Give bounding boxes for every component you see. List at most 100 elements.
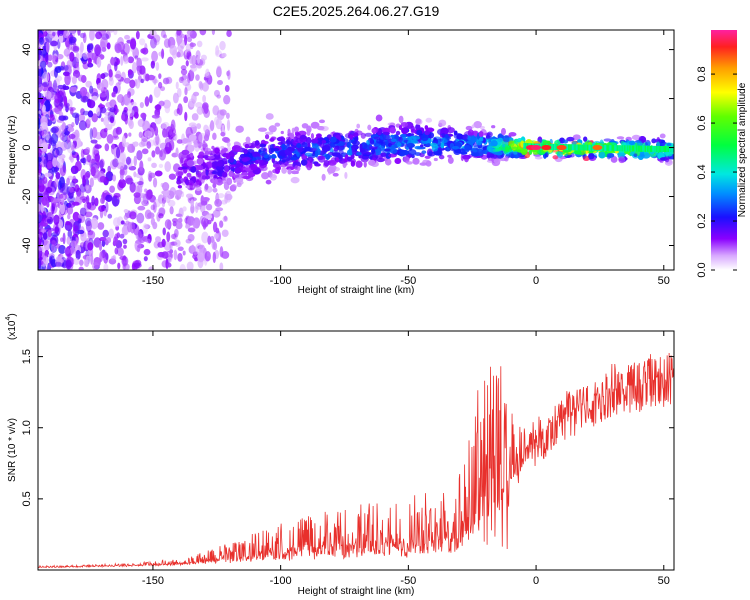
spectrogram-cell: [138, 131, 143, 138]
spectrogram-cell: [629, 145, 632, 152]
spectrogram-cell: [82, 110, 90, 116]
spectrogram-cell: [143, 256, 148, 262]
spectrogram-cell: [228, 170, 234, 177]
spectrogram-cell: [182, 206, 187, 212]
spectrogram-cell: [221, 229, 229, 237]
spectrogram-cell: [390, 134, 395, 138]
spectrogram-cell: [300, 134, 307, 140]
spectrogram-cell: [176, 179, 182, 185]
spectrogram-cell: [226, 70, 230, 77]
spectrogram-cell: [482, 137, 486, 144]
spectrogram-cell: [323, 159, 330, 167]
spectrogram-cell: [235, 177, 244, 183]
spectrogram-cell: [158, 148, 167, 161]
spectrogram-cell: [306, 125, 312, 133]
spectrogram-cell: [191, 244, 195, 255]
snr-x-tick-label: -100: [270, 575, 292, 587]
spectrogram-cell: [108, 228, 115, 239]
spectrogram-cell: [346, 141, 351, 148]
spectrogram-cell: [139, 234, 146, 244]
spectrogram-cell: [265, 113, 274, 120]
spectrogram-cell: [158, 213, 164, 219]
spectrogram-cell: [100, 73, 106, 80]
spectrogram-cell: [644, 145, 647, 152]
spectrogram-cell: [150, 60, 155, 69]
spectrogram-cell: [615, 145, 618, 152]
spectrogram-cell: [118, 178, 127, 189]
spectrogram-cell: [120, 55, 124, 66]
colorbar-tick-label: 0.6: [696, 115, 708, 130]
spectrogram-cell: [164, 137, 171, 145]
spectrogram-cell: [441, 132, 446, 138]
spectrogram-cell: [245, 167, 252, 172]
spectrogram-cell: [602, 144, 605, 151]
spectrogram-cell: [89, 128, 93, 140]
spectrogram-cell: [69, 51, 75, 62]
spectrogram-cell: [66, 59, 74, 69]
spectrogram-cell: [670, 146, 673, 153]
spectrogram-cell: [433, 137, 437, 142]
spectrogram-cell: [212, 221, 218, 233]
spectrogram-cell: [133, 262, 142, 269]
spectrogram-cell: [87, 57, 92, 65]
spectrogram-cell: [119, 151, 127, 162]
spectrogram-cell: [403, 156, 410, 163]
spectrogram-cell: [67, 213, 71, 220]
spectrogram-cell: [109, 116, 115, 124]
spectrogram-cell: [186, 261, 194, 270]
spectrogram-cell: [652, 145, 655, 152]
spectrogram-cell: [90, 217, 99, 230]
spectrogram-cell: [219, 109, 227, 116]
spectrogram-cell: [321, 139, 327, 144]
snr-y-tick-label: 1.0: [21, 420, 33, 435]
spectrogram-cell: [510, 146, 518, 150]
spectrogram-cell: [463, 144, 471, 152]
spectrogram-cell: [445, 136, 452, 140]
spectrogram-cell: [41, 48, 48, 56]
spectrogram-cell: [94, 153, 100, 162]
spectrogram-cell: [38, 172, 42, 180]
spectrogram-cell: [151, 150, 156, 158]
spectrogram-cell: [38, 214, 43, 223]
spectrogram-cell: [86, 51, 94, 62]
spectrogram-cell: [489, 154, 498, 159]
spectrogram-cell: [202, 102, 209, 111]
spectrogram-cell: [188, 69, 195, 82]
spectrogram-cell: [160, 123, 167, 130]
spectrogram-cell: [58, 194, 64, 199]
snr-x-tick-label: 0: [533, 575, 539, 587]
spectrogram-cell: [389, 126, 396, 134]
spectrogram-cell: [534, 156, 543, 160]
spectrogram-cell: [96, 106, 101, 117]
spectrogram-cell: [105, 123, 113, 131]
spectrogram-cell: [64, 73, 71, 86]
spectrogram-cell: [95, 31, 103, 40]
spectrogram-cell: [42, 232, 48, 240]
spectrogram-cell: [351, 140, 360, 146]
spectrogram-cell: [491, 125, 496, 129]
spectrogram-cell: [181, 33, 185, 39]
spectrogram-cell: [65, 220, 71, 226]
spectrogram-cell: [211, 239, 216, 250]
spectrogram-cell: [63, 48, 71, 57]
spectrogram-cell: [572, 134, 581, 141]
spectrogram-cell: [178, 76, 184, 84]
spectrogram-cell: [155, 61, 160, 71]
spectrogram-cell: [175, 147, 179, 158]
spectrogram-cell: [79, 86, 88, 97]
spectrogram-cell: [651, 138, 657, 144]
spectrogram-cell: [214, 178, 218, 185]
spectrogram-cell: [175, 213, 183, 217]
spectrogram-cell: [582, 155, 590, 162]
spectrogram-cell: [62, 30, 70, 39]
spectrogram-cell: [204, 250, 211, 262]
spectrogram-cell: [129, 182, 136, 193]
spectrogram-cell: [197, 251, 205, 263]
spectrogram-cell: [196, 123, 202, 130]
spectrogram-cell: [310, 133, 314, 140]
spectrogram-frame: [37, 29, 675, 271]
spectrogram-cell: [38, 179, 46, 186]
spectrogram-cell: [462, 134, 469, 140]
spectrogram-cell: [182, 138, 189, 144]
spectrogram-cell: [140, 112, 147, 119]
